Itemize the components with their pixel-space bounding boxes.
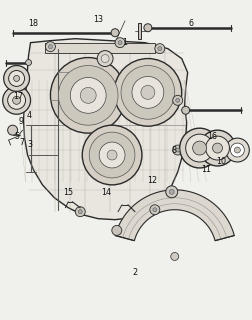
Circle shape	[101, 55, 109, 62]
Circle shape	[99, 142, 125, 168]
Circle shape	[115, 38, 125, 48]
Text: 15: 15	[63, 188, 73, 197]
Circle shape	[78, 210, 82, 214]
Text: 2: 2	[132, 268, 137, 276]
Circle shape	[50, 58, 126, 133]
Circle shape	[80, 87, 96, 103]
Circle shape	[200, 130, 235, 166]
Text: 16: 16	[207, 132, 217, 140]
Circle shape	[158, 47, 162, 51]
Polygon shape	[45, 43, 155, 52]
Circle shape	[144, 24, 152, 32]
Circle shape	[82, 125, 142, 185]
Circle shape	[48, 44, 52, 49]
Circle shape	[13, 96, 21, 104]
Circle shape	[111, 29, 119, 37]
Circle shape	[186, 134, 213, 162]
Circle shape	[206, 136, 229, 160]
Circle shape	[176, 98, 180, 102]
Polygon shape	[115, 190, 234, 241]
Circle shape	[153, 208, 157, 212]
Circle shape	[230, 143, 244, 157]
Circle shape	[89, 132, 135, 178]
Circle shape	[226, 138, 249, 162]
Text: 12: 12	[147, 176, 158, 185]
Text: 11: 11	[201, 165, 211, 174]
Circle shape	[45, 42, 55, 52]
Text: 3: 3	[27, 140, 32, 149]
Polygon shape	[24, 39, 188, 220]
Circle shape	[176, 148, 180, 152]
Circle shape	[121, 66, 175, 119]
Text: 1: 1	[122, 38, 127, 47]
Text: 10: 10	[216, 157, 226, 166]
Text: 5: 5	[14, 132, 20, 140]
Circle shape	[173, 95, 183, 105]
Circle shape	[180, 128, 219, 168]
Circle shape	[166, 186, 178, 198]
Circle shape	[114, 59, 182, 126]
Circle shape	[234, 147, 240, 153]
Circle shape	[141, 85, 155, 99]
Circle shape	[171, 252, 179, 260]
Circle shape	[9, 70, 24, 86]
Text: 18: 18	[28, 19, 38, 28]
Circle shape	[3, 86, 30, 114]
Circle shape	[193, 141, 207, 155]
Circle shape	[173, 145, 183, 155]
Circle shape	[97, 51, 113, 67]
Circle shape	[107, 150, 117, 160]
Polygon shape	[138, 23, 141, 39]
Circle shape	[132, 76, 164, 108]
Circle shape	[212, 143, 223, 153]
Circle shape	[4, 66, 29, 92]
Circle shape	[150, 205, 160, 215]
Text: 13: 13	[93, 15, 103, 24]
Circle shape	[14, 76, 20, 81]
Text: 17: 17	[13, 92, 23, 101]
Text: 7: 7	[19, 138, 24, 147]
Circle shape	[58, 66, 118, 125]
Circle shape	[112, 225, 122, 236]
Circle shape	[75, 207, 85, 217]
Circle shape	[70, 77, 106, 113]
Circle shape	[169, 189, 174, 194]
Text: 9: 9	[18, 117, 23, 126]
Circle shape	[118, 41, 122, 44]
Circle shape	[8, 125, 18, 135]
Text: 14: 14	[101, 188, 111, 197]
Circle shape	[8, 92, 25, 109]
Text: 6: 6	[189, 19, 194, 28]
Circle shape	[25, 60, 32, 66]
Text: 8: 8	[171, 146, 176, 155]
Circle shape	[182, 106, 190, 114]
Circle shape	[155, 44, 165, 53]
Text: 4: 4	[27, 111, 32, 120]
